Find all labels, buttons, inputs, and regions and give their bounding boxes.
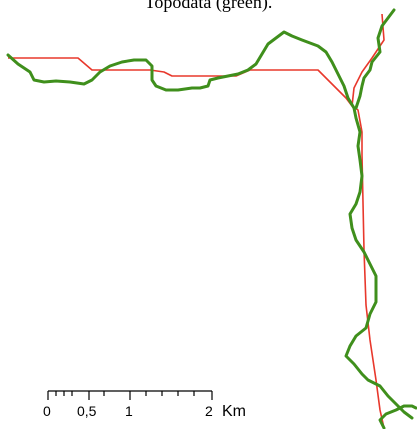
map-caption: Topodata (green).: [144, 0, 273, 12]
scale-label-1: 1: [125, 403, 133, 419]
green-line-east-branch: [354, 8, 396, 110]
green-line-layer: [6, 8, 417, 429]
red-line-north-west: [8, 57, 385, 429]
scale-label-0-5: 0,5: [77, 403, 97, 419]
red-line-north-east: [351, 13, 385, 107]
scale-label-0: 0: [43, 403, 51, 419]
green-line-west: [6, 30, 414, 420]
scale-unit-label: Km: [222, 403, 246, 420]
red-line-layer: [8, 13, 385, 429]
scale-label-2: 2: [205, 403, 213, 419]
green-line-south-branch: [378, 404, 417, 429]
scale-bar: [47, 390, 213, 400]
